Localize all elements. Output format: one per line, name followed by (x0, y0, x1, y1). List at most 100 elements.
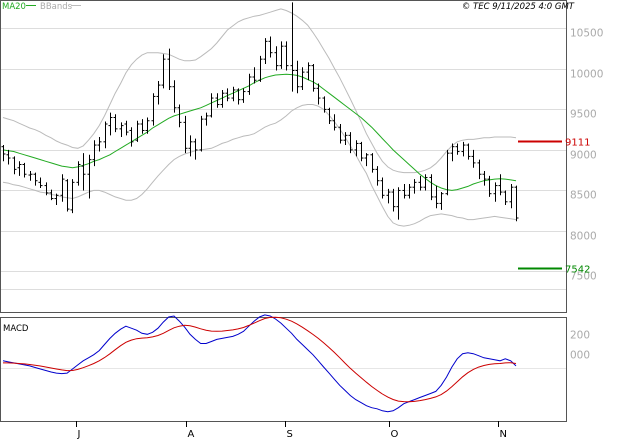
price-y-tick-label: 9500 (570, 109, 597, 121)
ohlc-bar (1, 145, 6, 162)
support-level-label: 7542 (565, 265, 590, 276)
ohlc-bar (461, 141, 466, 157)
ohlc-bar (466, 143, 471, 160)
ohlc-bar (22, 162, 27, 178)
x-tick-label: A (188, 429, 195, 440)
ohlc-bar (65, 179, 70, 212)
copyright-label: © TEC 9/11/2025 4:0 GMT (462, 2, 575, 12)
ohlc-bar (44, 182, 49, 196)
ohlc-bar (60, 174, 65, 202)
ohlc-bar (429, 174, 434, 201)
ohlc-bar (87, 154, 92, 199)
legend-ma20: MA20 (2, 2, 26, 12)
ohlc-bar (380, 177, 385, 199)
ohlc-bar (514, 185, 519, 222)
ohlc-bar (188, 135, 193, 157)
ohlc-bar (327, 107, 332, 124)
ohlc-bar (332, 114, 337, 131)
ohlc-bar (49, 189, 54, 201)
legend-bbands: BBands (40, 2, 73, 12)
ohlc-bar (348, 132, 353, 154)
ohlc-bar (209, 93, 214, 118)
x-tick-label: S (287, 429, 293, 440)
ohlc-bar (455, 143, 460, 155)
ohlc-bar (354, 140, 359, 157)
ohlc-bar (113, 114, 118, 133)
ohlc-bar (322, 96, 327, 113)
price-y-tick-label: 10500 (570, 28, 603, 40)
ohlc-bar (38, 177, 43, 189)
ohlc-bar (418, 175, 423, 191)
ohlc-bar (364, 153, 369, 167)
ohlc-bar (220, 89, 225, 108)
macd-y-axis: 200 000 (570, 329, 590, 361)
ohlc-bar (274, 46, 279, 71)
ohlc-bar (258, 55, 263, 82)
signal-series-line (3, 316, 517, 403)
ohlc-bar (124, 120, 129, 136)
ohlc-bar (375, 166, 380, 186)
ohlc-bar (172, 80, 177, 113)
ohlc-bar (236, 88, 241, 105)
price-levels: 9111 7542 (518, 138, 590, 276)
ohlc-bar (311, 64, 316, 92)
ohlc-bar (119, 122, 124, 137)
ohlc-bar (370, 153, 375, 173)
ohlc-bar (402, 183, 407, 199)
ohlc-bar (343, 132, 348, 146)
ohlc-bar (135, 120, 140, 142)
ohlc-bar (396, 187, 401, 220)
ohlc-bar (199, 115, 204, 152)
ohlc-bar (482, 170, 487, 186)
ohlc-bar (177, 104, 182, 128)
ohlc-bar (28, 170, 33, 181)
ohlc-bar (12, 156, 17, 175)
x-tick-label: O (391, 429, 399, 440)
ohlc-bar (503, 190, 508, 206)
ohlc-bar (338, 123, 343, 144)
ohlc-bar (156, 81, 161, 105)
ohlc-bar (487, 175, 492, 197)
ohlc-bar (108, 112, 113, 136)
ohlc-bar (407, 183, 412, 199)
macd-y-tick-label: 200 (570, 329, 590, 341)
ohlc-bar (167, 48, 172, 90)
ohlc-bar (103, 121, 108, 149)
ohlc-bar (183, 115, 188, 154)
price-y-tick-label: 10000 (570, 69, 603, 81)
ohlc-bar (54, 193, 59, 206)
ohlc-bar (450, 143, 455, 162)
resistance-level-label: 9111 (565, 138, 590, 149)
price-y-tick-label: 8000 (570, 231, 597, 243)
ohlc-bar (33, 172, 38, 186)
macd-series-line (2, 314, 517, 413)
ohlc-bar (252, 67, 257, 84)
x-tick-label: N (500, 429, 507, 440)
price-y-tick-label: 7500 (570, 271, 597, 283)
price-y-tick-label: 8500 (570, 190, 597, 202)
ohlc-bar (423, 174, 428, 191)
price-y-axis: 10500 10000 9500 9000 8500 8000 7500 (570, 28, 603, 283)
ohlc-bar (204, 112, 209, 126)
ohlc-bar (241, 88, 246, 103)
ohlc-bar (151, 93, 156, 126)
ohlc-bar (359, 141, 364, 162)
lower-band-line (2, 104, 517, 227)
ohlc-bar (161, 54, 166, 89)
ohlc-bar (268, 36, 273, 58)
macd-lines (2, 314, 517, 413)
ohlc-bar (70, 179, 75, 214)
ohlc-bar (92, 140, 97, 167)
ohlc-bar (412, 179, 417, 194)
ohlc-bar (284, 41, 289, 71)
ohlc-bar (509, 183, 514, 209)
ohlc-bar (81, 153, 86, 191)
ohlc-bar (231, 86, 236, 102)
x-tick-label: J (77, 429, 81, 440)
ohlc-bar (471, 149, 476, 168)
macd-panel-frame (0, 317, 567, 422)
ohlc-bar (295, 60, 300, 94)
ohlc-bar (434, 185, 439, 209)
